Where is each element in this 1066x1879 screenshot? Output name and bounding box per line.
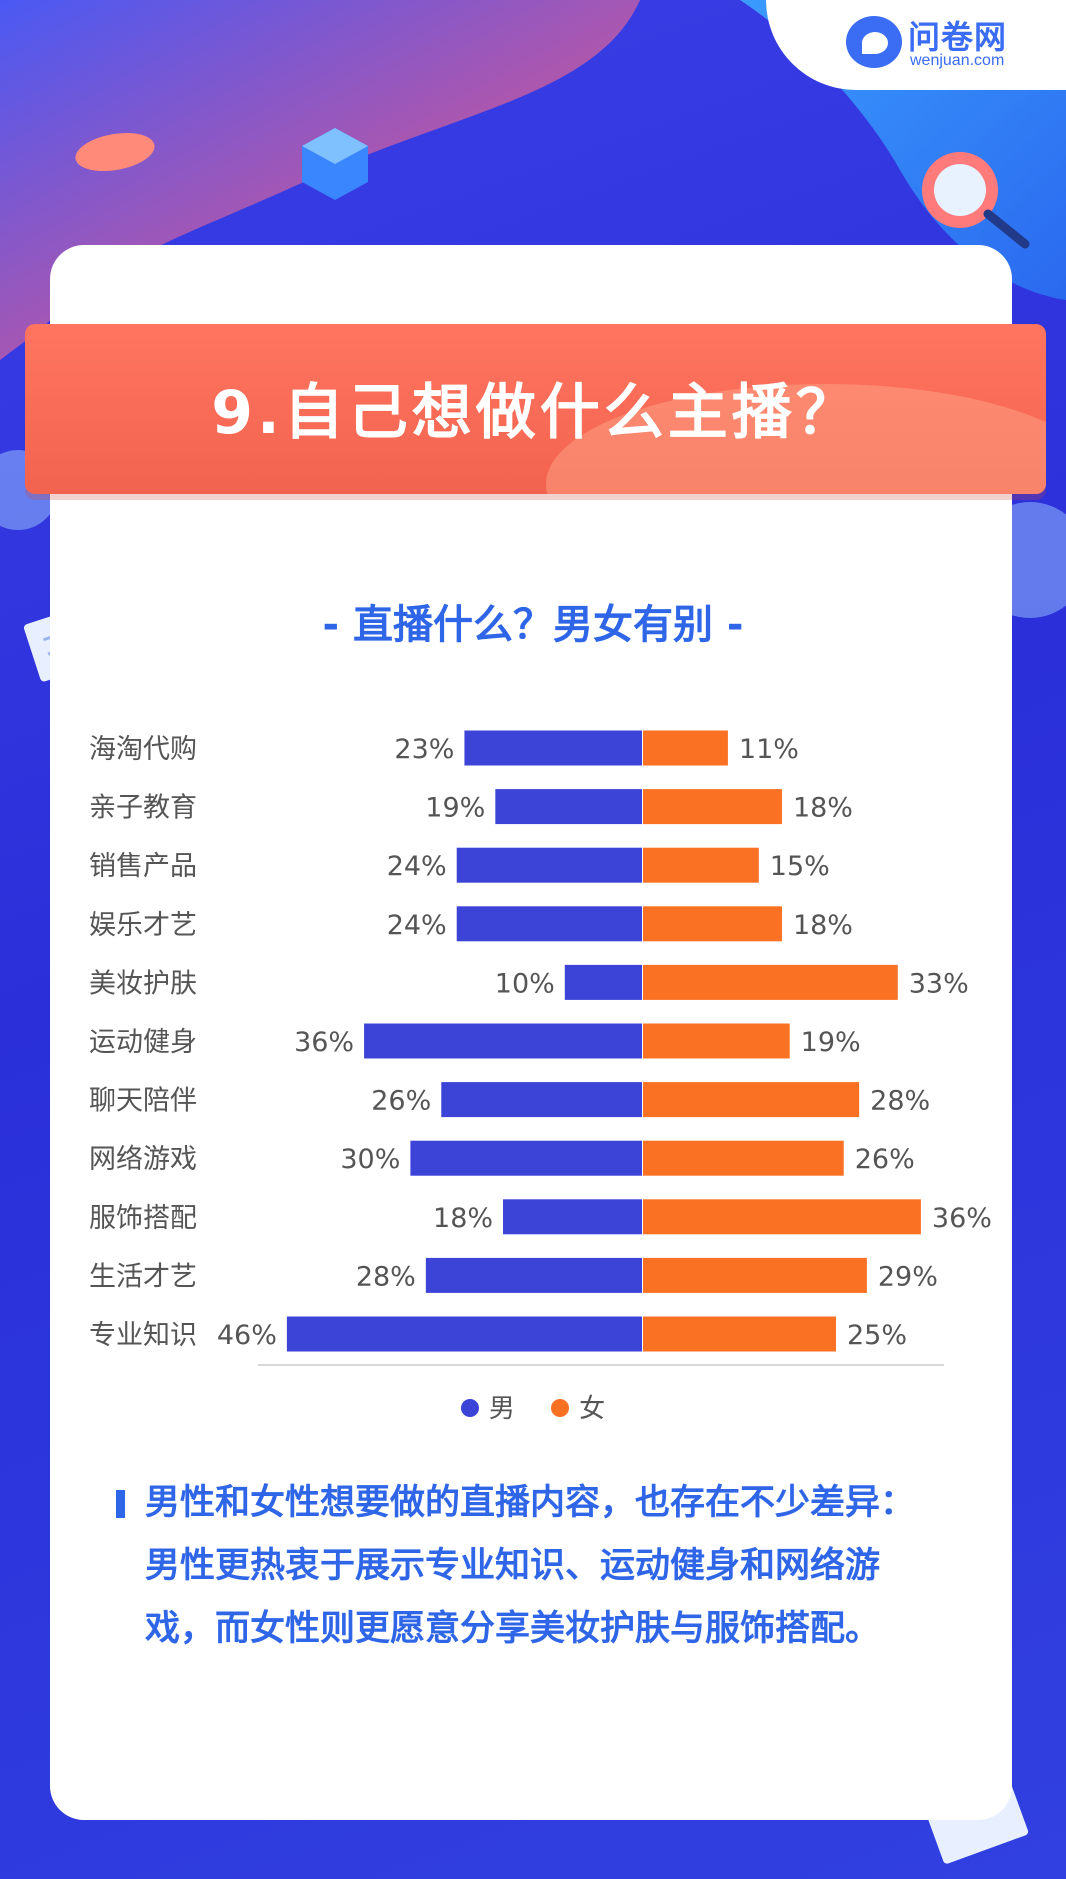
data-label-female: 33% bbox=[909, 968, 969, 999]
category-label: 生活才艺 bbox=[89, 1261, 197, 1292]
data-label-female: 18% bbox=[793, 793, 853, 824]
bar-male bbox=[410, 1140, 642, 1176]
bar-female bbox=[643, 1199, 921, 1235]
legend-item-female: 女 bbox=[551, 1388, 605, 1425]
data-label-female: 36% bbox=[932, 1203, 992, 1234]
bar-female bbox=[643, 1316, 836, 1352]
data-label-male: 18% bbox=[433, 1203, 493, 1234]
bar-male bbox=[456, 906, 642, 942]
data-label-female: 19% bbox=[801, 1027, 861, 1058]
data-label-female: 11% bbox=[739, 734, 799, 765]
bar-male bbox=[464, 730, 642, 766]
data-label-male: 23% bbox=[394, 734, 454, 765]
data-label-male: 28% bbox=[356, 1261, 416, 1292]
data-label-female: 18% bbox=[793, 910, 853, 941]
category-label: 网络游戏 bbox=[89, 1144, 197, 1175]
bar-female bbox=[643, 1082, 860, 1118]
data-label-female: 26% bbox=[855, 1144, 915, 1175]
note-accent-bar bbox=[116, 1490, 125, 1518]
bar-female bbox=[643, 964, 898, 1000]
brand-name: 问卷网 bbox=[908, 18, 1008, 56]
category-label: 美妆护肤 bbox=[89, 968, 197, 999]
bar-female bbox=[643, 906, 782, 942]
chart-legend: 男 女 bbox=[0, 1388, 1066, 1425]
bar-female bbox=[643, 789, 782, 825]
bar-male bbox=[286, 1316, 642, 1352]
data-label-male: 46% bbox=[217, 1320, 277, 1351]
data-label-male: 19% bbox=[425, 793, 485, 824]
data-label-male: 26% bbox=[371, 1086, 431, 1117]
category-label: 娱乐才艺 bbox=[89, 910, 197, 941]
bar-female bbox=[643, 1140, 844, 1176]
data-label-male: 24% bbox=[387, 910, 447, 941]
bar-male bbox=[364, 1023, 642, 1059]
brand-logo[interactable]: 问卷网 wenjuan.com bbox=[766, 0, 1066, 90]
category-label: 运动健身 bbox=[89, 1027, 197, 1058]
bar-female bbox=[643, 1023, 790, 1059]
bar-male bbox=[425, 1257, 642, 1293]
data-label-male: 10% bbox=[495, 968, 555, 999]
bar-female bbox=[643, 1257, 867, 1293]
bar-male bbox=[441, 1082, 642, 1118]
category-label: 聊天陪伴 bbox=[89, 1086, 197, 1117]
title-banner: 9.自己想做什么主播？ bbox=[25, 324, 1046, 494]
category-label: 亲子教育 bbox=[89, 793, 197, 824]
bar-male bbox=[503, 1199, 642, 1235]
bar-male bbox=[495, 789, 642, 825]
legend-dot-female bbox=[551, 1398, 570, 1417]
brand-domain: wenjuan.com bbox=[910, 52, 1005, 69]
brand-mark-icon bbox=[846, 16, 902, 68]
data-label-male: 24% bbox=[387, 851, 447, 882]
data-label-female: 29% bbox=[878, 1261, 938, 1292]
legend-dot-male bbox=[460, 1398, 479, 1417]
data-label-male: 36% bbox=[294, 1027, 354, 1058]
data-label-female: 28% bbox=[870, 1086, 930, 1117]
chart-subtitle: - 直播什么？男女有别 - bbox=[322, 602, 744, 648]
data-label-female: 25% bbox=[847, 1320, 907, 1351]
bar-female bbox=[643, 730, 728, 766]
legend-label-male: 男 bbox=[488, 1394, 515, 1424]
category-label: 销售产品 bbox=[89, 851, 197, 882]
summary-note: 男性和女性想要做的直播内容，也存在不少差异：男性更热衷于展示专业知识、运动健身和… bbox=[145, 1483, 916, 1649]
legend-item-male: 男 bbox=[460, 1388, 515, 1425]
bar-male bbox=[564, 964, 642, 1000]
bar-female bbox=[643, 847, 759, 883]
page-title: 9.自己想做什么主播？ bbox=[211, 378, 860, 448]
category-label: 专业知识 bbox=[89, 1320, 197, 1351]
category-label: 服饰搭配 bbox=[89, 1203, 197, 1234]
legend-label-female: 女 bbox=[579, 1394, 606, 1424]
category-label: 海淘代购 bbox=[89, 734, 197, 765]
bar-male bbox=[456, 847, 642, 883]
data-label-female: 15% bbox=[770, 851, 830, 882]
data-label-male: 30% bbox=[340, 1144, 400, 1175]
